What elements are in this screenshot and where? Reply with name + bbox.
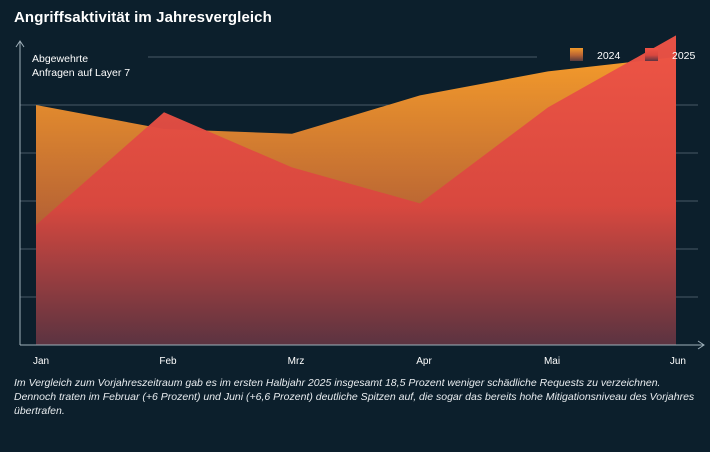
series-2025-area <box>36 35 676 346</box>
x-tick-label: Mrz <box>288 356 305 367</box>
x-tick-label: Feb <box>159 356 177 367</box>
x-tick-label: Mai <box>544 356 560 367</box>
legend-swatch <box>645 48 658 61</box>
x-tick-label: Jun <box>670 356 686 367</box>
legend-label: 2025 <box>672 50 696 62</box>
area-chart: Abgewehrte Anfragen auf Layer 7 Jan Feb Mrz A… <box>15 35 705 367</box>
x-axis-arrow <box>697 340 705 350</box>
y-axis-label: Abgewehrte Anfragen auf Layer 7 <box>32 53 130 79</box>
legend-swatch <box>570 48 583 61</box>
chart-caption: Im Vergleich zum Vorjahreszeitraum gab e… <box>14 377 695 417</box>
chart-area: Abgewehrte Anfragen auf Layer 7 Jan Feb Mrz A… <box>15 35 705 367</box>
legend-label: 2024 <box>597 50 621 62</box>
y-axis-arrow <box>15 40 25 48</box>
x-tick-label: Apr <box>416 356 432 367</box>
chart-title: Angriffsaktivität im Jahresvergleich <box>14 9 272 26</box>
x-tick-label: Jan <box>33 356 49 367</box>
